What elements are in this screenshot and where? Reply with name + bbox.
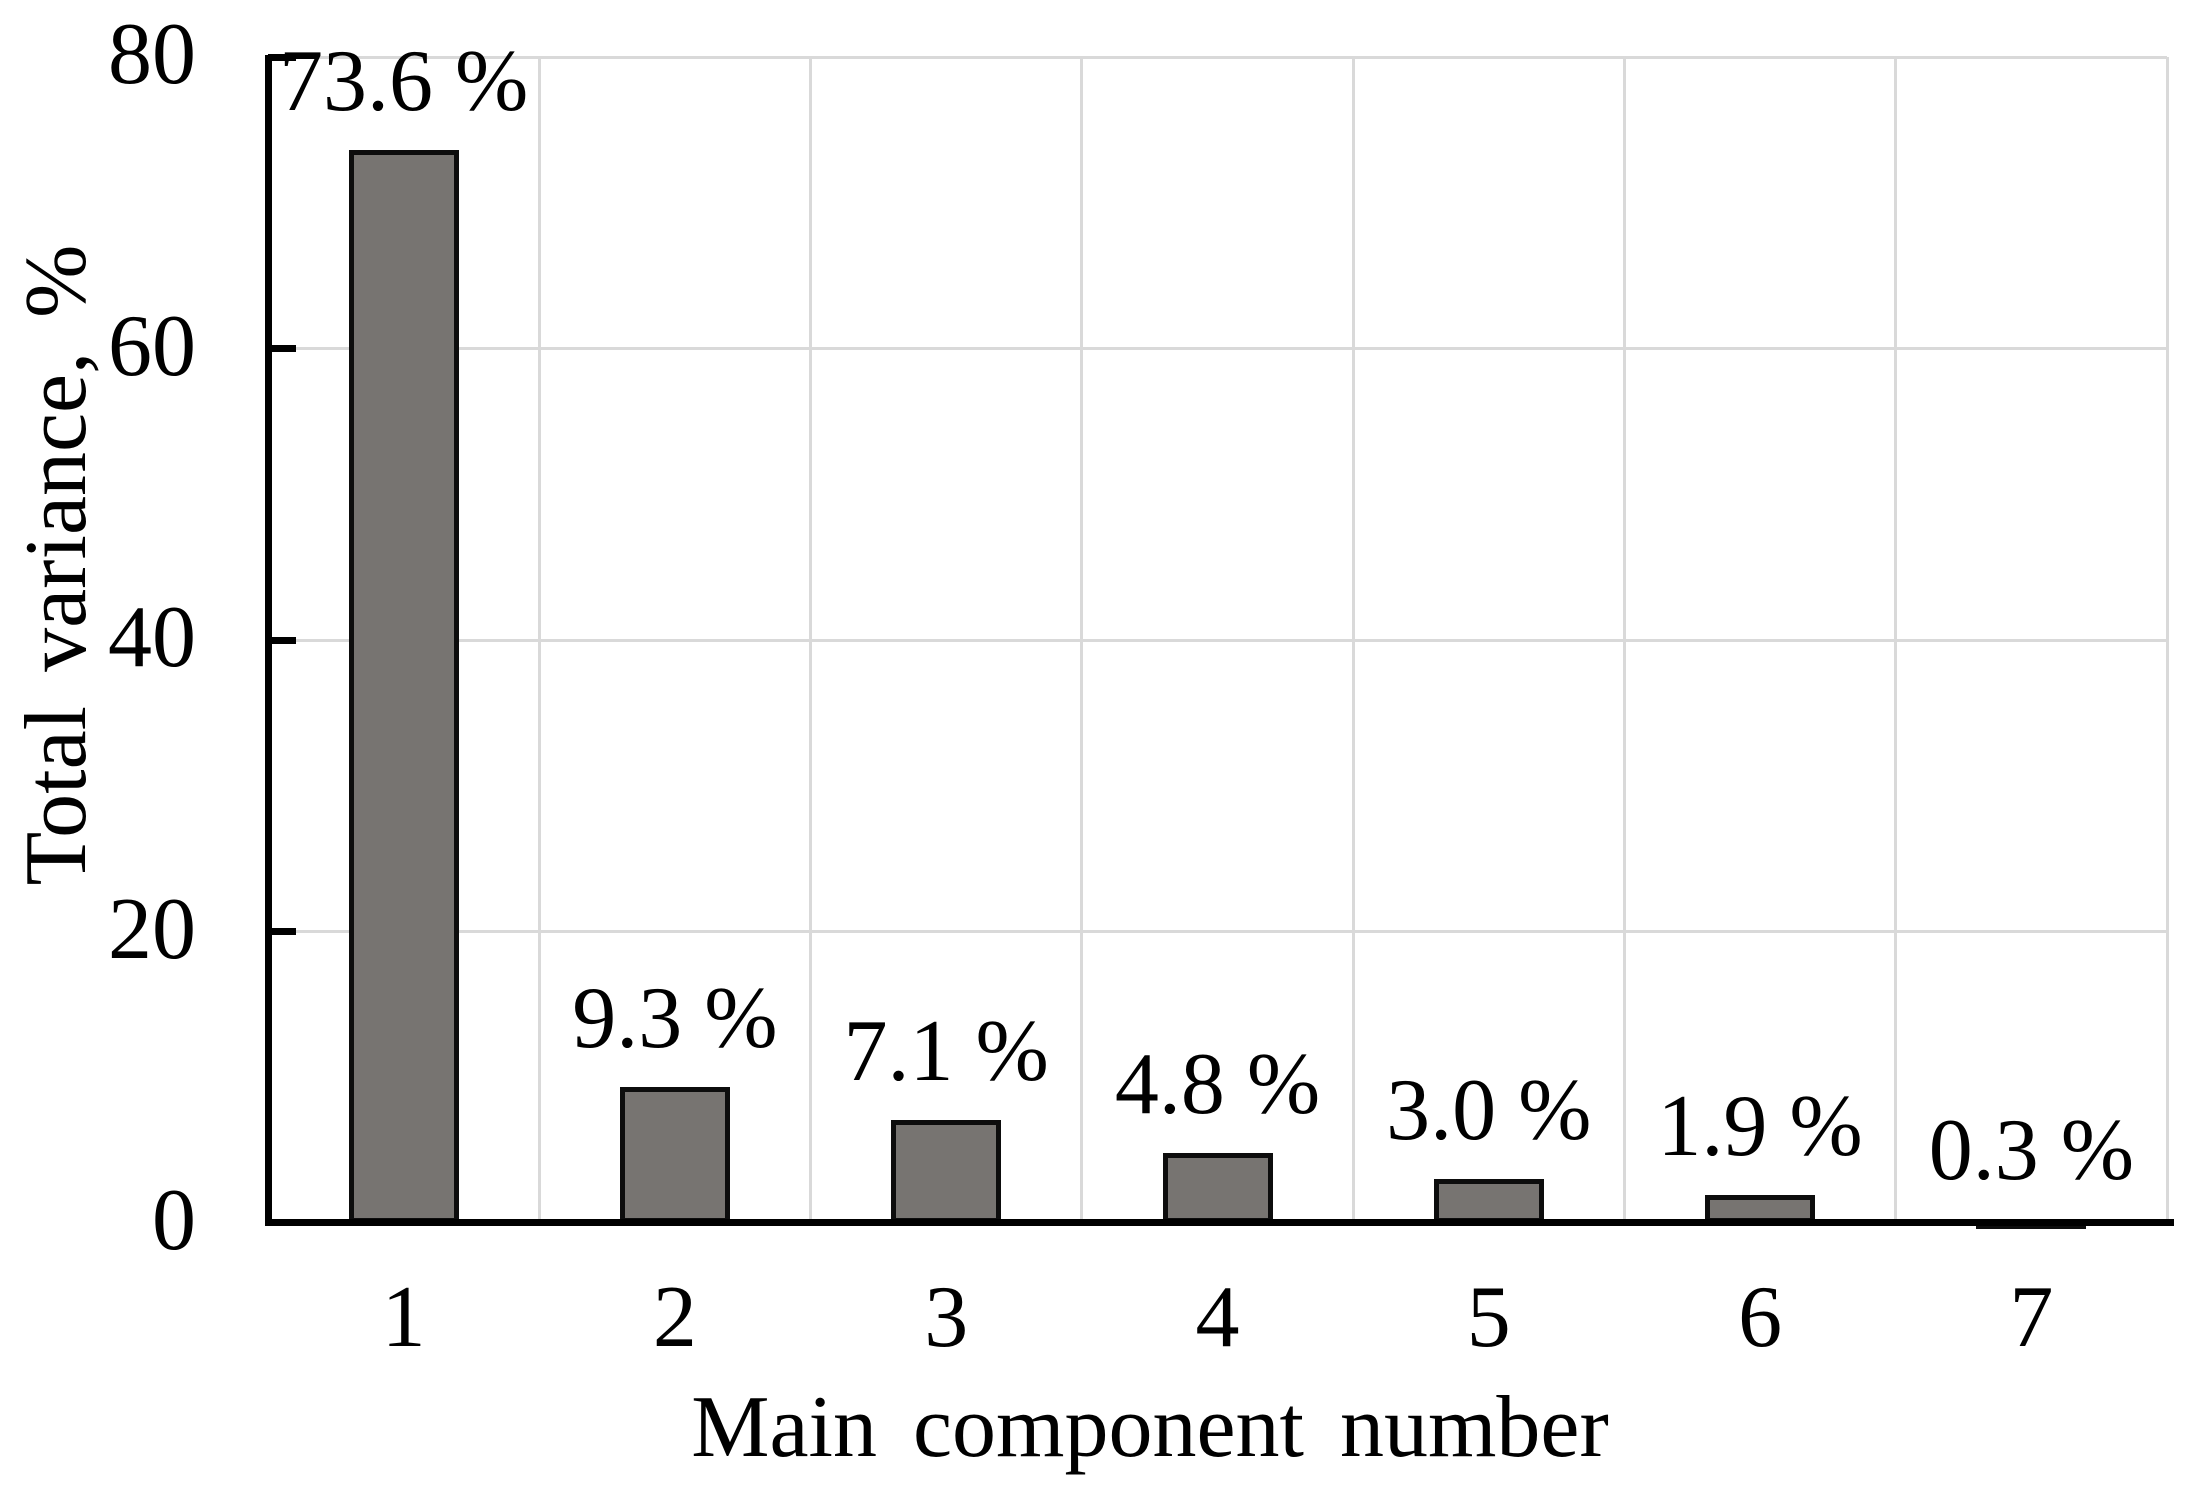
bar-data-label: 7.1 % <box>843 1002 1049 1100</box>
bar-data-label: 73.6 % <box>278 33 529 131</box>
h-gridline <box>268 55 2167 59</box>
y-tick-label: 40 <box>108 589 196 686</box>
bar <box>348 150 459 1223</box>
v-gridline <box>537 57 541 1223</box>
h-gridline <box>268 638 2167 642</box>
bar-data-label: 4.8 % <box>1114 1036 1321 1134</box>
y-axis-tick <box>268 928 296 935</box>
bar <box>1162 1153 1273 1223</box>
y-axis-line <box>265 55 272 1226</box>
v-gridline <box>1080 57 1084 1223</box>
bar-data-label: 1.9 % <box>1657 1078 1863 1176</box>
y-axis-tick <box>268 345 296 352</box>
bar <box>891 1119 1002 1223</box>
plot-area: 73.6 % 9.3 % 7.1 % 4.8 % 3.0 % 1.9 % 0.3 % <box>268 38 2169 1229</box>
bar <box>619 1087 730 1223</box>
x-tick-label: 4 <box>1195 1269 1240 1366</box>
v-gridline <box>2165 57 2169 1223</box>
x-tick-label: 6 <box>1738 1269 1783 1366</box>
bar-data-label: 3.0 % <box>1386 1062 1592 1160</box>
v-gridline <box>809 57 813 1223</box>
y-tick-label: 20 <box>108 880 196 978</box>
x-tick-label: 3 <box>924 1269 969 1366</box>
bar-data-label: 0.3 % <box>1928 1101 2134 1199</box>
v-gridline <box>1894 57 1898 1223</box>
h-gridline <box>268 347 2167 350</box>
x-axis-title: Main component number <box>691 1379 1609 1476</box>
v-gridline <box>1622 57 1626 1223</box>
y-axis-tick <box>268 53 296 61</box>
v-gridline <box>1351 57 1355 1223</box>
x-tick-label: 1 <box>381 1269 426 1366</box>
y-tick-label: 80 <box>108 6 196 103</box>
y-tick-label: 0 <box>152 1172 196 1269</box>
x-tick-label: 2 <box>652 1269 697 1366</box>
y-axis-title: Total variance, % <box>8 244 105 886</box>
x-tick-label: 7 <box>2009 1269 2054 1366</box>
x-tick-label: 5 <box>1466 1269 1511 1366</box>
y-tick-label: 60 <box>108 297 196 395</box>
bar-data-label: 9.3 % <box>572 970 778 1068</box>
h-gridline <box>268 930 2167 933</box>
x-axis-line <box>265 1219 2174 1226</box>
y-axis-tick <box>268 636 296 644</box>
bar <box>1433 1179 1544 1223</box>
